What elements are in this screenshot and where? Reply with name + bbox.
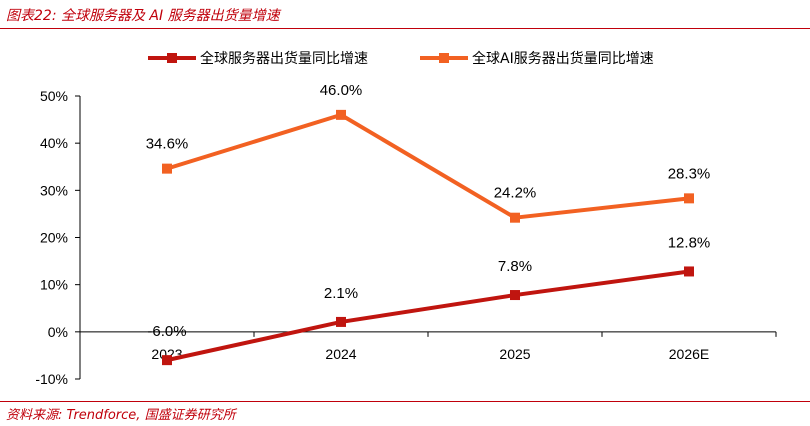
data-point <box>510 290 520 301</box>
x-tick-label: 2026E <box>669 346 709 362</box>
legend-label: 全球服务器出货量同比增速 <box>200 50 368 67</box>
y-tick-label: 20% <box>40 230 68 246</box>
legend-swatch-marker <box>439 53 449 63</box>
legend-label: 全球AI服务器出货量同比增速 <box>472 50 654 67</box>
data-point <box>510 212 520 223</box>
x-tick-label: 2024 <box>325 346 356 362</box>
data-label: -6.0% <box>147 323 186 340</box>
x-tick-label: 2025 <box>499 346 530 362</box>
y-tick-label: 50% <box>40 88 68 104</box>
data-label: 34.6% <box>146 136 189 153</box>
axes: -10%0%10%20%30%40%50%2023 2024 2025 2026E <box>35 88 777 387</box>
y-tick-label: 0% <box>48 324 68 340</box>
data-label: 2.1% <box>324 285 358 302</box>
bottom-divider <box>0 401 810 402</box>
series-line-1 <box>166 269 690 363</box>
y-tick-label: 10% <box>40 277 68 293</box>
source-note: 资料来源: Trendforce, 国盛证券研究所 <box>6 408 236 423</box>
data-label: 12.8% <box>668 234 711 251</box>
data-point <box>162 163 172 174</box>
data-label: 46.0% <box>320 82 363 99</box>
y-tick-label: -10% <box>35 371 68 387</box>
top-divider <box>0 28 810 29</box>
data-label: 28.3% <box>668 165 711 182</box>
y-tick-label: 30% <box>40 182 68 198</box>
figure-caption: 图表22: 全球服务器及 AI 服务器出货量增速 <box>6 8 280 24</box>
data-labels: -6.0% 2.1% 7.8% 12.8% 34.6% 46.0% 24.2% 28.3% <box>146 82 711 340</box>
data-point <box>162 355 172 366</box>
y-tick-label: 40% <box>40 135 68 151</box>
legend-swatch-marker <box>167 53 177 63</box>
data-point <box>684 266 694 277</box>
data-point <box>336 109 346 120</box>
series-line-2 <box>166 112 690 220</box>
data-label: 24.2% <box>494 185 537 202</box>
series-layer <box>162 109 694 366</box>
data-point <box>336 316 346 327</box>
legend: 全球服务器出货量同比增速 全球AI服务器出货量同比增速 <box>148 50 654 67</box>
data-point <box>684 193 694 204</box>
data-label: 7.8% <box>498 258 532 275</box>
